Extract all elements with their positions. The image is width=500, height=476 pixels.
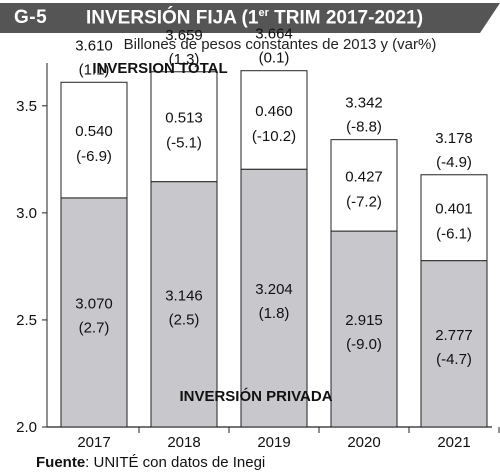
- chart-banner: G-5 INVERSIÓN FIJA (1er TRIM 2017-2021): [0, 3, 500, 33]
- y-tick-label: 2.0: [16, 419, 37, 436]
- public-value-label: 0.513: [165, 110, 203, 127]
- source-note: Fuente: UNITÉ con datos de Inegi: [36, 454, 265, 471]
- bar-private: [150, 181, 218, 428]
- private-value-label: 3.146: [165, 287, 203, 304]
- title-main: INVERSIÓN FIJA (1: [86, 7, 259, 29]
- bar-public: [240, 70, 308, 170]
- private-var-label: (1.8): [259, 305, 290, 322]
- title-superscript: er: [258, 7, 269, 19]
- total-var-label: (1.1): [79, 61, 110, 78]
- banner-background: [0, 3, 500, 33]
- x-tick-label: 2017: [77, 434, 110, 451]
- total-var-label: (-8.8): [346, 119, 382, 136]
- public-var-label: (-5.1): [166, 135, 202, 152]
- chart-title: INVERSIÓN FIJA (1er TRIM 2017-2021): [86, 7, 423, 29]
- bar-private: [240, 168, 308, 428]
- y-tick-label: 2.5: [16, 312, 37, 329]
- public-var-label: (-10.2): [252, 128, 296, 145]
- public-var-label: (-6.9): [76, 148, 112, 165]
- chart-subtitle: Billones de pesos constantes de 2013 y (…: [123, 36, 437, 53]
- total-var-label: (0.1): [259, 50, 290, 67]
- total-var-label: (-4.9): [436, 154, 472, 171]
- private-series-label: INVERSIÓN PRIVADA: [179, 387, 332, 405]
- public-var-label: (-7.2): [346, 193, 382, 210]
- bar-public: [150, 71, 218, 183]
- bar-public: [420, 174, 488, 262]
- bar-private: [60, 197, 128, 428]
- x-tick-label: 2018: [167, 434, 200, 451]
- total-value-label: 3.659: [165, 27, 203, 44]
- source-label: Fuente: [36, 454, 86, 471]
- public-value-label: 0.540: [75, 123, 113, 140]
- private-value-label: 2.777: [435, 327, 473, 344]
- public-var-label: (-6.1): [436, 226, 472, 243]
- bar-private: [330, 230, 398, 428]
- bar-public: [330, 139, 398, 232]
- total-value-label: 3.610: [75, 37, 113, 54]
- private-var-label: (-9.0): [346, 336, 382, 353]
- private-var-label: (2.5): [169, 311, 200, 328]
- bar-public: [60, 81, 128, 199]
- chart-code: G-5: [14, 7, 48, 28]
- private-var-label: (2.7): [79, 319, 110, 336]
- total-value-label: 3.664: [255, 26, 293, 43]
- public-value-label: 0.460: [255, 103, 293, 120]
- x-tick-label: 2019: [257, 434, 290, 451]
- public-value-label: 0.401: [435, 201, 473, 218]
- y-tick-label: 3.0: [16, 205, 37, 222]
- y-tick-label: 3.5: [16, 98, 37, 115]
- bar-private: [420, 260, 488, 428]
- x-tick-label: 2021: [437, 434, 470, 451]
- total-series-label: INVERSION TOTAL: [92, 60, 227, 77]
- private-value-label: 3.070: [75, 295, 113, 312]
- private-value-label: 3.204: [255, 281, 293, 298]
- private-value-label: 2.915: [345, 312, 383, 329]
- total-var-label: (1.3): [169, 51, 200, 68]
- x-tick-label: 2020: [347, 434, 380, 451]
- private-var-label: (-4.7): [436, 351, 472, 368]
- source-text: : UNITÉ con datos de Inegi: [85, 454, 266, 471]
- title-rest: TRIM 2017-2021): [268, 7, 424, 29]
- public-value-label: 0.427: [345, 168, 383, 185]
- total-value-label: 3.342: [345, 95, 383, 112]
- total-value-label: 3.178: [435, 130, 473, 147]
